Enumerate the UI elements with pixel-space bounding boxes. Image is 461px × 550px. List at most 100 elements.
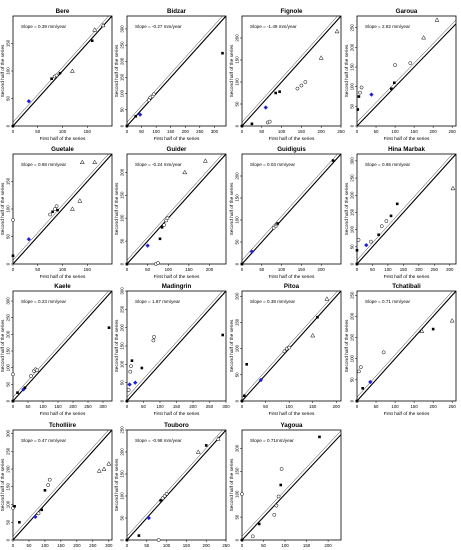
data-point bbox=[245, 363, 249, 366]
x-tick-label: 50 bbox=[35, 129, 40, 134]
data-point bbox=[152, 334, 156, 339]
panel-title: Guetale bbox=[51, 146, 74, 153]
x-tick-label: 300 bbox=[99, 404, 107, 409]
data-point bbox=[324, 296, 330, 301]
y-tick-label: 0 bbox=[235, 262, 240, 265]
x-tick-label: 150 bbox=[298, 267, 306, 272]
y-tick-label: 200 bbox=[350, 191, 355, 199]
y-tick-label: 100 bbox=[6, 500, 11, 508]
slope-annotation: Slope = 0.39 mm/year bbox=[21, 24, 67, 29]
x-tick-label: 250 bbox=[431, 267, 439, 272]
data-point bbox=[359, 85, 364, 90]
x-tick-label: 150 bbox=[410, 404, 418, 409]
data-point bbox=[165, 216, 170, 221]
y-tick-label: 50 bbox=[235, 101, 240, 106]
y-tick-label: 100 bbox=[120, 492, 125, 500]
slope-annotation: Slope = 0.03 mm/year bbox=[250, 162, 296, 167]
data-point bbox=[140, 366, 144, 370]
data-point bbox=[106, 461, 112, 466]
y-tick-label: 100 bbox=[6, 363, 11, 371]
x-tick-label: 200 bbox=[73, 543, 81, 548]
y-tick-label: 0 bbox=[120, 538, 125, 541]
data-point bbox=[379, 224, 384, 229]
data-point bbox=[69, 206, 75, 211]
data-point bbox=[11, 399, 15, 403]
data-point bbox=[299, 83, 304, 88]
y-axis-label: Second half of the series bbox=[114, 458, 120, 511]
x-tick-label: 150 bbox=[84, 129, 92, 134]
x-tick-label: 100 bbox=[285, 404, 293, 409]
panel-tcholliire: Tcholliire Slope = 0.47 mm/year 0 50 100 150 2… bbox=[0, 422, 113, 548]
data-point bbox=[125, 399, 129, 403]
panel-title: Tcholliire bbox=[49, 422, 77, 429]
y-tick-label: 200 bbox=[120, 323, 125, 331]
data-point bbox=[156, 261, 160, 265]
x-tick-label: 100 bbox=[41, 543, 49, 548]
x-tick-label: 100 bbox=[278, 129, 286, 134]
x-tick-label: 0 bbox=[241, 404, 244, 409]
slope-annotation: Slope = 2.82 mm/year bbox=[365, 24, 411, 29]
y-tick-label: 0 bbox=[350, 262, 355, 265]
data-point bbox=[358, 365, 363, 370]
x-tick-label: 200 bbox=[206, 267, 214, 272]
x-tick-label: 100 bbox=[278, 267, 286, 272]
x-tick-label: 200 bbox=[182, 129, 190, 134]
data-point bbox=[334, 28, 340, 34]
x-tick-label: 250 bbox=[89, 543, 97, 548]
x-tick-label: 250 bbox=[449, 404, 457, 409]
data-point bbox=[276, 494, 281, 499]
data-point bbox=[50, 77, 53, 80]
x-tick-label: 250 bbox=[84, 404, 92, 409]
y-tick-label: 50 bbox=[235, 372, 240, 377]
data-point bbox=[146, 515, 151, 521]
data-point bbox=[56, 208, 59, 212]
data-point bbox=[33, 514, 38, 520]
data-point bbox=[48, 212, 52, 217]
x-tick-label: 0 bbox=[126, 129, 129, 134]
y-tick-label: 300 bbox=[120, 25, 125, 33]
x-tick-label: 50 bbox=[263, 404, 268, 409]
x-axis-label: First half of the series bbox=[154, 274, 200, 280]
y-tick-label: 200 bbox=[6, 465, 11, 473]
x-tick-label: 150 bbox=[57, 543, 65, 548]
x-tick-label: 200 bbox=[429, 129, 437, 134]
y-tick-label: 150 bbox=[235, 318, 240, 326]
y-tick-label: 250 bbox=[120, 41, 125, 49]
y-tick-label: 0 bbox=[350, 124, 355, 127]
y-tick-label: 0 bbox=[6, 262, 11, 265]
data-point bbox=[257, 522, 261, 526]
panel-title: Garoua bbox=[396, 8, 418, 15]
data-point bbox=[258, 377, 264, 383]
data-point bbox=[156, 538, 161, 542]
data-point bbox=[125, 262, 129, 266]
y-axis-label: Second half of the series bbox=[0, 319, 6, 372]
data-point bbox=[151, 92, 156, 97]
data-point bbox=[276, 222, 279, 225]
y-tick-label: 0 bbox=[6, 538, 11, 541]
panel-title: Guidiguis bbox=[277, 146, 306, 153]
x-tick-label: 150 bbox=[410, 129, 418, 134]
y-tick-label: 250 bbox=[350, 174, 355, 182]
data-point bbox=[125, 538, 129, 542]
x-tick-label: 100 bbox=[384, 267, 392, 272]
offset-line bbox=[357, 19, 456, 123]
panel-garoua: Garoua Slope = 2.82 mm/year 0 50 100 150 200 25… bbox=[344, 8, 456, 142]
data-point bbox=[13, 504, 16, 508]
x-tick-label: 0 bbox=[12, 543, 15, 548]
y-tick-label: 150 bbox=[350, 208, 355, 216]
data-point bbox=[357, 369, 361, 374]
data-point bbox=[364, 242, 369, 248]
x-tick-label: 50 bbox=[374, 129, 379, 134]
y-axis-label: Second half of the series bbox=[229, 182, 235, 235]
data-point bbox=[267, 119, 272, 124]
y-tick-label: 100 bbox=[350, 225, 355, 233]
one-to-one-line bbox=[357, 23, 456, 126]
data-point bbox=[128, 369, 133, 374]
data-point bbox=[195, 449, 201, 454]
x-tick-label: 0 bbox=[356, 129, 359, 134]
data-point bbox=[279, 467, 284, 471]
data-point bbox=[356, 108, 360, 111]
data-point bbox=[162, 223, 166, 227]
one-to-one-line bbox=[242, 16, 341, 126]
